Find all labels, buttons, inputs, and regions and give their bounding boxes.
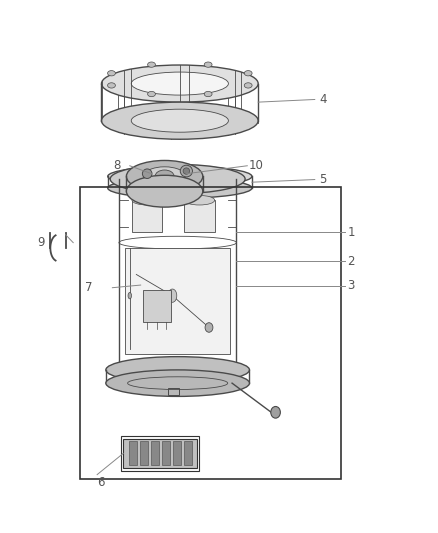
Bar xyxy=(173,441,181,465)
Text: 10: 10 xyxy=(249,159,264,172)
Ellipse shape xyxy=(106,357,250,383)
Ellipse shape xyxy=(108,166,252,187)
Ellipse shape xyxy=(132,196,162,205)
Bar xyxy=(132,200,162,232)
Bar xyxy=(80,187,341,479)
Bar xyxy=(123,439,197,468)
Bar xyxy=(140,441,148,465)
Bar xyxy=(151,441,159,465)
Text: 7: 7 xyxy=(85,281,93,294)
Text: 2: 2 xyxy=(347,255,355,268)
Bar xyxy=(143,290,171,322)
Text: 4: 4 xyxy=(319,93,327,106)
Ellipse shape xyxy=(131,109,228,132)
Ellipse shape xyxy=(127,160,203,192)
Ellipse shape xyxy=(102,65,258,102)
Bar xyxy=(184,200,215,232)
Ellipse shape xyxy=(180,165,192,177)
Ellipse shape xyxy=(168,289,177,302)
Bar xyxy=(125,248,230,354)
Ellipse shape xyxy=(183,168,190,174)
Ellipse shape xyxy=(127,175,203,207)
Ellipse shape xyxy=(148,62,155,67)
Text: 6: 6 xyxy=(97,476,105,489)
Bar xyxy=(129,441,137,465)
Ellipse shape xyxy=(244,70,252,76)
Ellipse shape xyxy=(205,322,213,332)
Bar xyxy=(162,441,170,465)
Text: 1: 1 xyxy=(347,226,355,239)
Ellipse shape xyxy=(108,178,252,198)
Ellipse shape xyxy=(108,83,115,88)
Ellipse shape xyxy=(142,169,152,179)
Ellipse shape xyxy=(271,407,280,418)
Ellipse shape xyxy=(128,293,131,299)
Ellipse shape xyxy=(106,370,250,397)
Ellipse shape xyxy=(122,169,237,183)
Ellipse shape xyxy=(204,91,212,96)
Ellipse shape xyxy=(108,70,115,76)
Bar xyxy=(168,388,179,395)
Ellipse shape xyxy=(110,165,245,193)
Ellipse shape xyxy=(155,170,174,183)
Ellipse shape xyxy=(204,62,212,67)
Text: 3: 3 xyxy=(347,279,355,293)
Text: 9: 9 xyxy=(38,236,45,249)
Ellipse shape xyxy=(244,83,252,88)
Ellipse shape xyxy=(102,102,258,139)
Bar xyxy=(184,441,191,465)
Text: 5: 5 xyxy=(319,173,326,186)
Ellipse shape xyxy=(184,196,215,205)
Text: 8: 8 xyxy=(114,159,121,172)
Ellipse shape xyxy=(131,72,228,95)
Bar xyxy=(121,436,199,471)
Ellipse shape xyxy=(148,91,155,96)
Ellipse shape xyxy=(144,167,186,186)
